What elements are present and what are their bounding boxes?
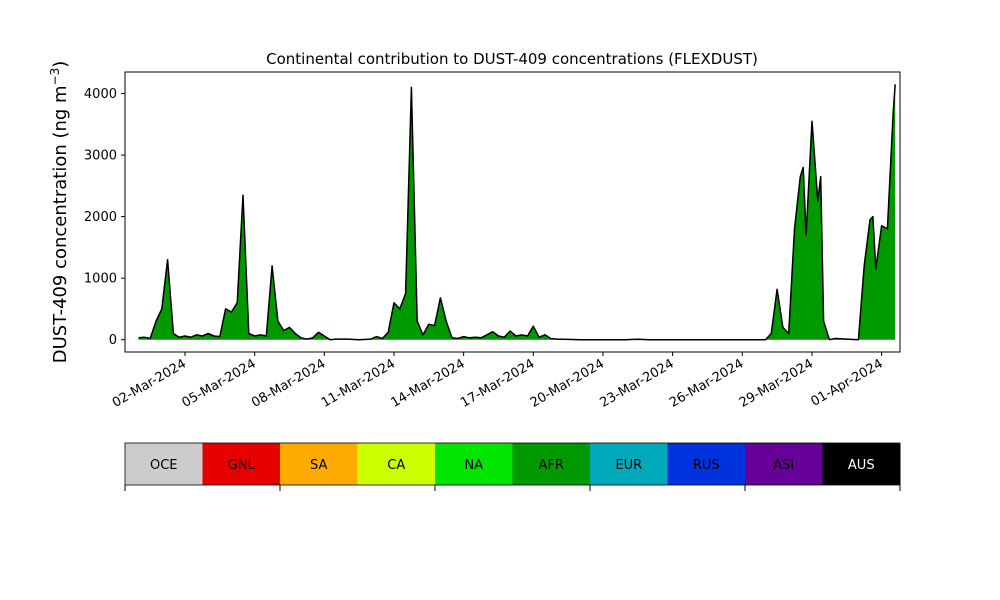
x-tick-label: 20-Mar-2024	[528, 356, 607, 410]
legend-swatch-rus	[667, 443, 746, 485]
x-tick-label: 29-Mar-2024	[737, 356, 816, 410]
plot-area	[138, 84, 896, 341]
x-tick-label: 11-Mar-2024	[319, 356, 398, 410]
legend-swatch-ca	[357, 443, 436, 485]
legend-swatch-sa	[280, 443, 358, 485]
legend-swatch-gnl	[202, 443, 281, 485]
legend-frame	[124, 442, 901, 486]
y-tick-label: 3000	[84, 149, 117, 164]
plot-frame	[124, 71, 901, 353]
y-axis-label-close: )	[50, 61, 71, 68]
area-afr	[138, 84, 896, 340]
legend-swatch-na	[435, 443, 513, 485]
y-axis: 0 1000 2000 3000 4000	[84, 87, 125, 348]
x-tick-label: 26-Mar-2024	[667, 356, 746, 410]
legend-label-asi: ASI	[773, 458, 794, 473]
legend-label-ca: CA	[387, 458, 405, 473]
legend-label-eur: EUR	[615, 458, 642, 473]
legend-colorbar: OCE GNL SA CA NA AFR EUR RUS ASI AUS	[124, 442, 901, 491]
x-tick-label: 05-Mar-2024	[180, 356, 259, 410]
x-tick-label: 02-Mar-2024	[110, 356, 189, 410]
legend-swatch-afr	[512, 443, 591, 485]
x-tick-label: 01-Apr-2024	[808, 356, 885, 409]
x-tick-label: 23-Mar-2024	[597, 356, 676, 410]
legend-label-gnl: GNL	[228, 458, 256, 473]
y-axis-label: DUST-409 concentration (ng m−3)	[48, 61, 71, 364]
legend-swatch-eur	[590, 443, 668, 485]
legend-swatch-asi	[745, 443, 823, 485]
x-axis: 02-Mar-202405-Mar-202408-Mar-202411-Mar-…	[110, 352, 886, 411]
y-tick-label: 0	[109, 333, 117, 348]
total-concentration-line	[138, 84, 896, 341]
legend-swatch-oce	[125, 443, 203, 485]
y-tick-label: 2000	[84, 210, 117, 225]
legend-swatch-aus	[822, 443, 901, 485]
legend-label-afr: AFR	[539, 458, 564, 473]
y-axis-label-main: DUST-409 concentration (ng m	[50, 85, 71, 363]
x-tick-label: 08-Mar-2024	[249, 356, 328, 410]
y-tick-label: 1000	[84, 272, 117, 287]
y-axis-label-superscript: −3	[48, 68, 62, 86]
legend-label-oce: OCE	[150, 458, 178, 473]
legend-label-rus: RUS	[693, 458, 720, 473]
chart-title: Continental contribution to DUST-409 con…	[266, 50, 758, 68]
x-tick-label: 17-Mar-2024	[458, 356, 537, 410]
legend-label-aus: AUS	[848, 458, 875, 473]
legend-label-sa: SA	[310, 458, 327, 473]
y-tick-label: 4000	[84, 87, 117, 102]
x-tick-label: 14-Mar-2024	[389, 356, 468, 410]
legend-label-na: NA	[464, 458, 483, 473]
